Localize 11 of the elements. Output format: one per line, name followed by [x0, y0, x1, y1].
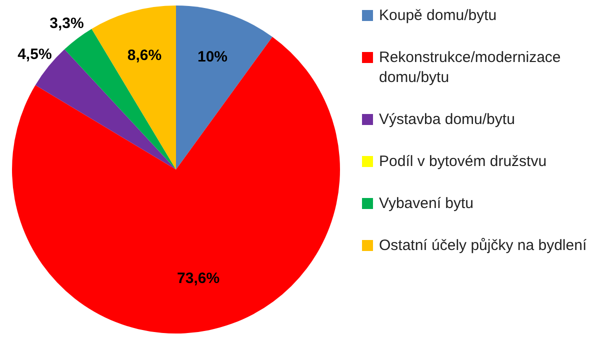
- legend-label: Ostatní účely půjčky na bydlení: [379, 236, 587, 256]
- legend-label: Koupě domu/bytu: [379, 6, 497, 26]
- data-label: 8,6%: [127, 46, 162, 64]
- data-label: 4,5%: [18, 46, 52, 63]
- legend-label: Rekonstrukce/modernizace domu/bytu: [379, 48, 562, 88]
- data-label: 3,3%: [50, 15, 84, 32]
- data-label: 73,6%: [177, 270, 220, 287]
- legend-label: Vybavení bytu: [379, 194, 474, 214]
- data-label: 10%: [197, 48, 228, 66]
- legend-label: Výstavba domu/bytu: [379, 110, 515, 130]
- legend-label: Podíl v bytovém družstvu: [379, 152, 547, 172]
